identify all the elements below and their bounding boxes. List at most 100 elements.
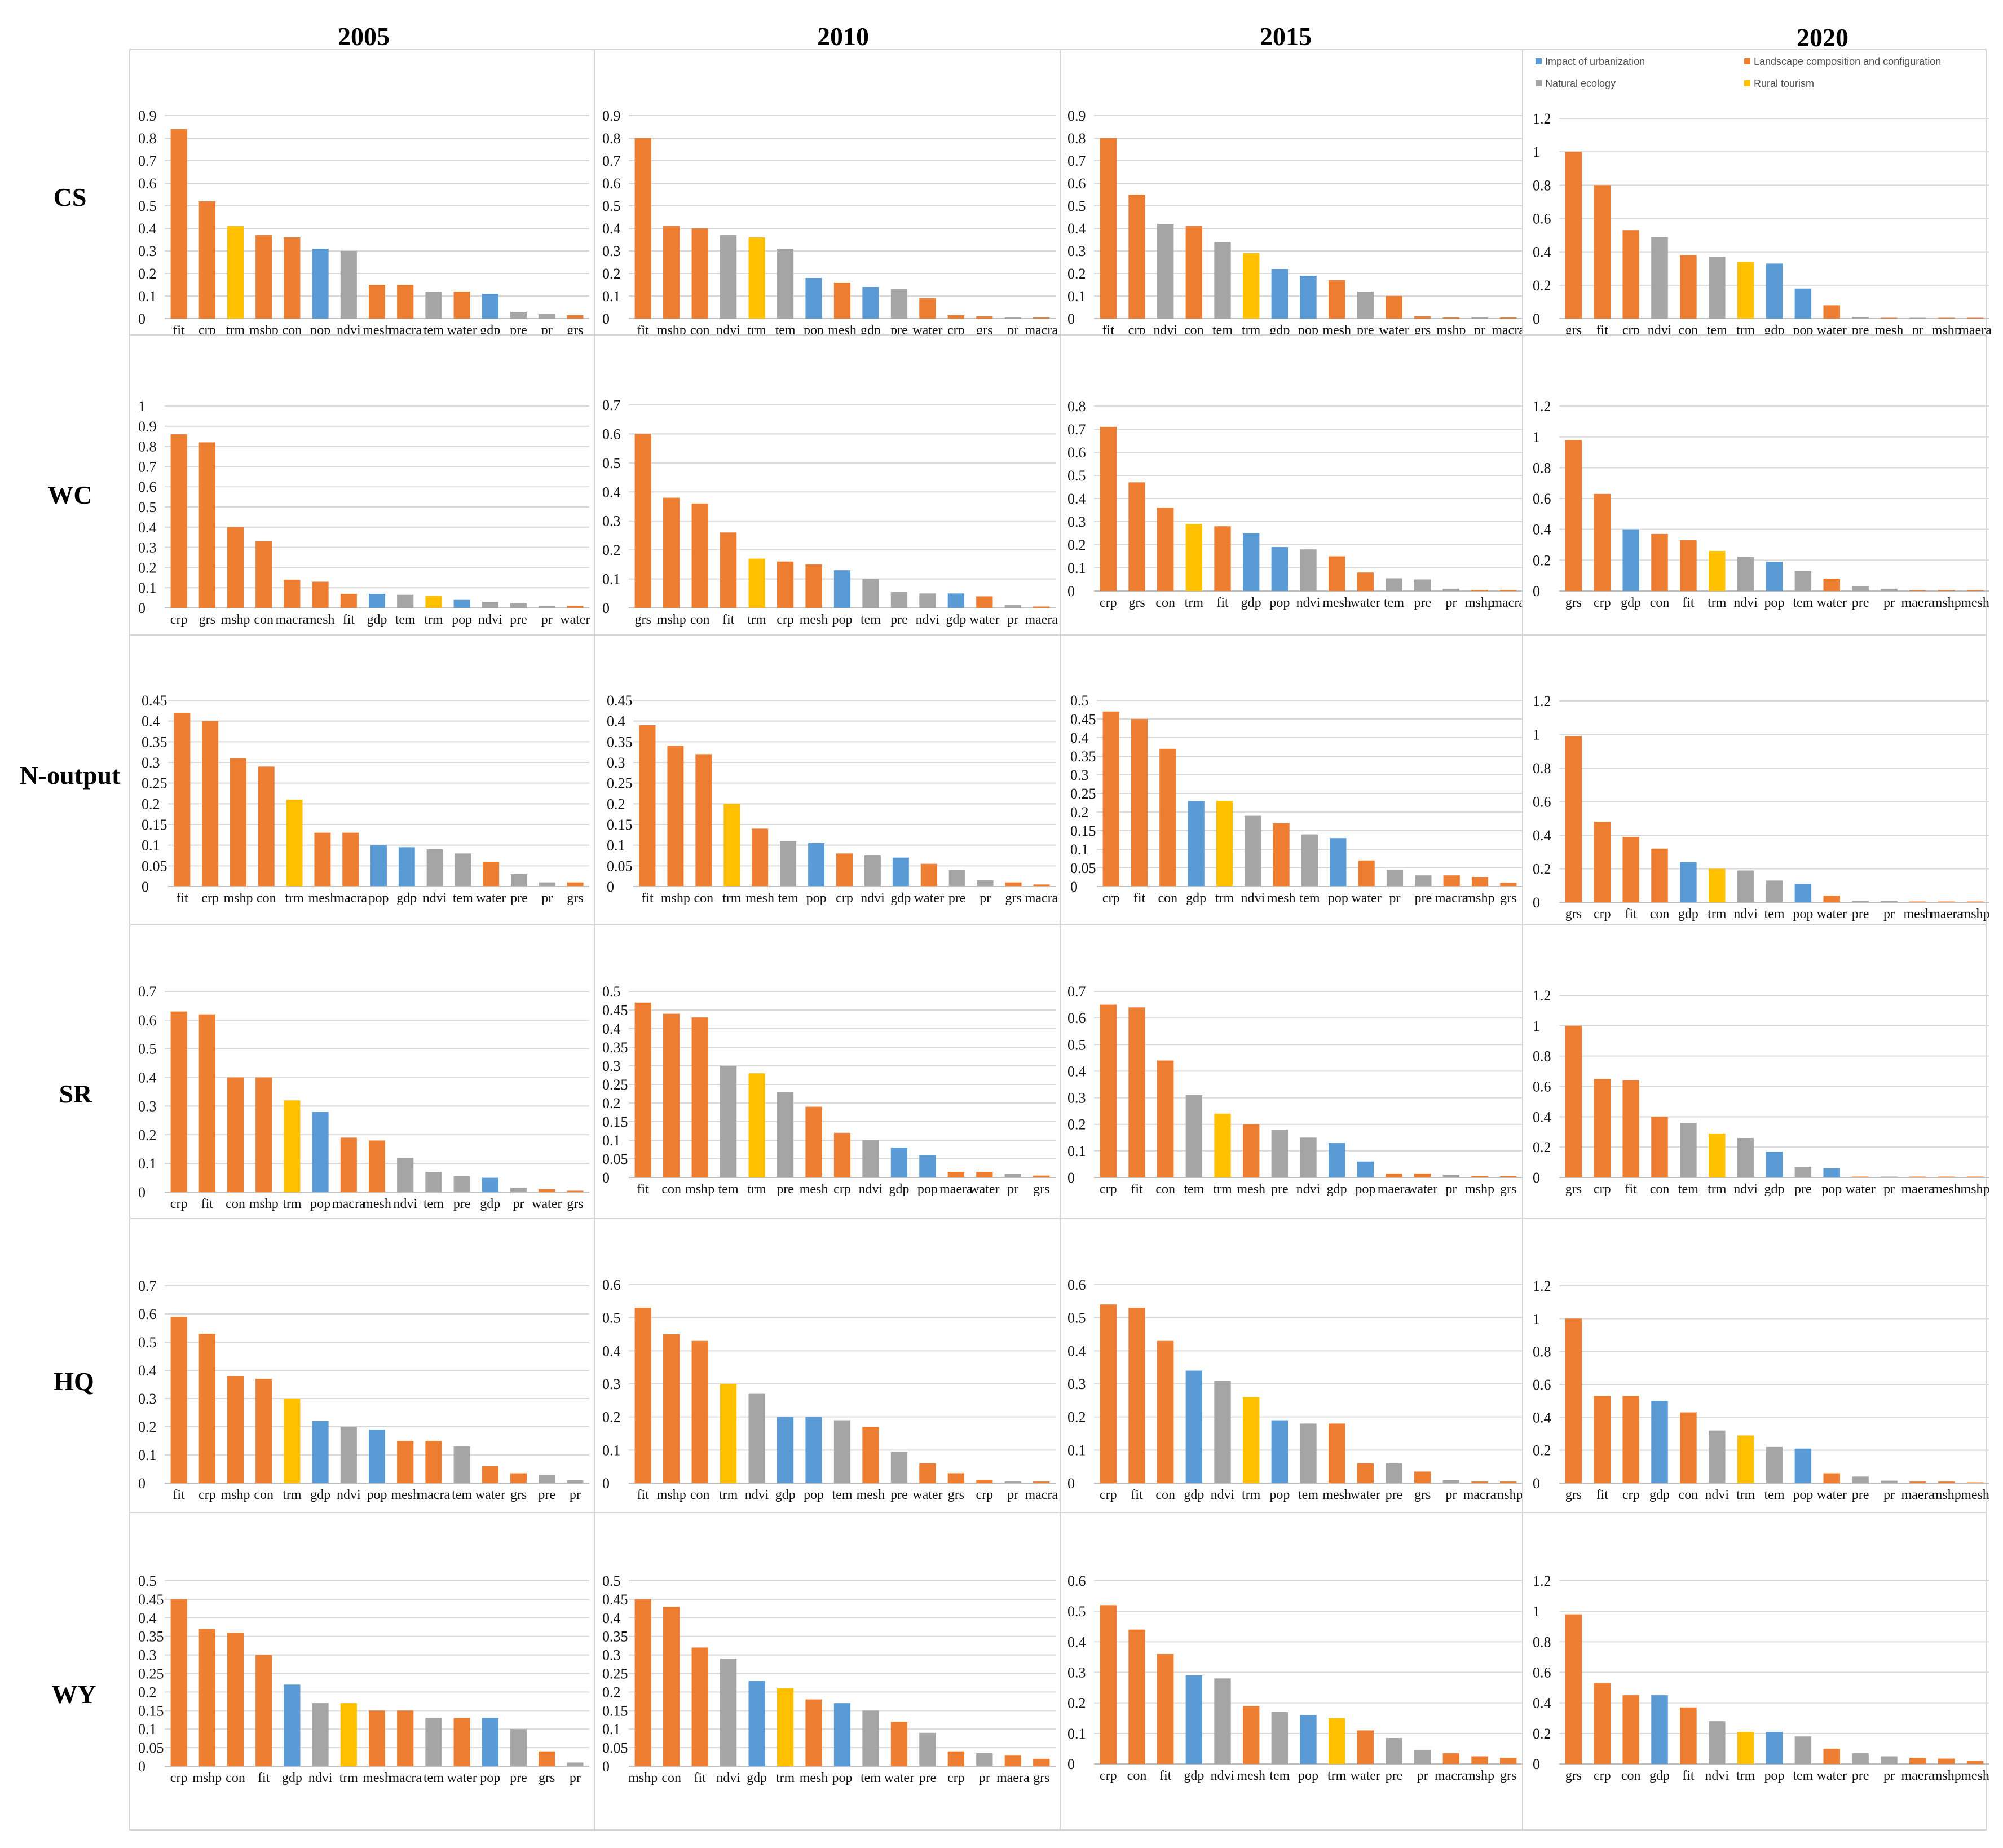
x-tick-label-wc-2020-pop: pop	[1764, 596, 1785, 610]
y-tick-label-wy-2015: 0.4	[1067, 1634, 1086, 1650]
y-tick-label-cs-2010: 0.2	[602, 266, 621, 282]
bar-cs-2015-mesh	[1328, 280, 1345, 319]
bar-sr-2005-trm	[284, 1100, 301, 1192]
bar-wy-2015-mshp	[1471, 1756, 1488, 1764]
bar-hq-2005-crp	[198, 1334, 215, 1483]
bar-wy-2020-crp	[1594, 1683, 1611, 1764]
x-tick-label-sr-2015-grs: grs	[1500, 1182, 1516, 1197]
row-header-sr: SR	[59, 1079, 93, 1108]
bar-wy-2020-mshp	[1938, 1758, 1955, 1764]
bar-wy-2010-tem	[862, 1710, 879, 1766]
x-tick-label-wc-2005-pre: pre	[510, 612, 527, 627]
bar-wc-2010-grs	[634, 434, 651, 608]
y-tick-label-wc-2005: 0.6	[138, 479, 157, 495]
x-tick-label-n-output-2015-trm: trm	[1215, 891, 1234, 906]
x-tick-label-sr-2010-pop: pop	[917, 1182, 938, 1197]
bar-sr-2010-ndvi	[862, 1140, 879, 1177]
y-tick-label-wc-2015: 0	[1067, 583, 1075, 599]
x-tick-label-hq-2010-pop: pop	[804, 1488, 824, 1502]
y-tick-label-wy-2020: 0.2	[1533, 1726, 1551, 1742]
bar-hq-2005-pre	[539, 1475, 555, 1483]
y-tick-label-n-output-2015: 0.25	[1070, 786, 1096, 802]
y-tick-label-n-output-2015: 0.05	[1070, 860, 1096, 876]
y-tick-label-wy-2020: 0.4	[1533, 1695, 1551, 1712]
x-tick-label-hq-2015-gdp: gdp	[1184, 1488, 1204, 1502]
x-tick-label-hq-2005-pre: pre	[538, 1488, 555, 1502]
x-tick-label-wc-2010-trm: trm	[747, 612, 766, 627]
x-tick-label-n-output-2010-mshp: mshp	[661, 891, 690, 906]
bar-hq-2015-water	[1357, 1463, 1374, 1483]
bar-cs-2010-grs	[976, 316, 993, 319]
x-tick-label-n-output-2010-gdp: gdp	[890, 891, 911, 906]
bar-wc-2015-pr	[1442, 588, 1460, 591]
bar-wy-2005-pop	[482, 1718, 498, 1766]
x-tick-label-sr-2010-trm: trm	[747, 1182, 766, 1197]
y-tick-label-wy-2015: 0	[1067, 1756, 1075, 1772]
bar-n-output-2005-tem	[455, 853, 471, 886]
bar-hq-2020-trm	[1737, 1435, 1754, 1483]
y-tick-label-cs-2010: 0.6	[602, 175, 621, 192]
y-tick-label-wy-2015: 0.5	[1067, 1603, 1086, 1620]
x-tick-label-n-output-2005-mshp: mshp	[223, 891, 253, 906]
bar-n-output-2020-mesh	[1909, 901, 1926, 902]
panel-frame-sr-2020	[1522, 924, 1987, 1219]
x-tick-label-wy-2015-tem: tem	[1269, 1768, 1290, 1783]
y-tick-label-hq-2005: 0.6	[138, 1306, 157, 1322]
y-tick-label-sr-2005: 0.2	[138, 1127, 157, 1143]
x-tick-label-hq-2010-pre: pre	[890, 1488, 908, 1502]
y-tick-label-sr-2015: 0.1	[1067, 1143, 1086, 1159]
y-tick-label-hq-2015: 0.3	[1067, 1376, 1086, 1392]
bar-cs-2020-crp	[1622, 230, 1639, 319]
x-tick-label-wc-2010-con: con	[690, 612, 710, 627]
chart-sr-2020: 0 0.2 0.4 0.6 0.8 1 1.2 grs crp fit con tem trm ndvi g…	[1522, 924, 1990, 1219]
x-tick-label-hq-2020-pre: pre	[1852, 1488, 1869, 1502]
bar-cs-2010-macra	[1033, 317, 1050, 319]
y-tick-label-wc-2020: 0	[1533, 583, 1540, 599]
y-tick-label-wc-2005: 0.4	[138, 519, 157, 536]
x-tick-label-hq-2010-pr: pr	[1007, 1488, 1018, 1502]
x-tick-label-wc-2020-grs: grs	[1565, 596, 1582, 610]
y-tick-label-n-output-2010: 0.05	[607, 858, 633, 874]
x-tick-label-hq-2020-mshp: mshp	[1932, 1488, 1961, 1502]
bar-wy-2005-tem	[425, 1718, 442, 1766]
bar-wc-2015-trm	[1185, 524, 1203, 591]
x-tick-label-n-output-2015-fit: fit	[1133, 891, 1146, 906]
x-tick-label-n-output-2010-ndvi: ndvi	[861, 891, 885, 906]
x-tick-label-hq-2020-fit: fit	[1596, 1488, 1609, 1502]
bar-wy-2020-gdp	[1651, 1695, 1668, 1764]
x-tick-label-wy-2010-pre: pre	[919, 1771, 937, 1785]
y-tick-label-hq-2005: 0.3	[138, 1391, 157, 1407]
y-tick-label-n-output-2020: 0.6	[1533, 794, 1551, 810]
x-tick-label-wc-2015-water: water	[1351, 596, 1380, 610]
y-tick-label-hq-2020: 0.4	[1533, 1409, 1551, 1426]
x-tick-label-wc-2015-crp: crp	[1100, 596, 1117, 610]
row-header-wc: WC	[47, 480, 92, 509]
x-tick-label-wy-2015-crp: crp	[1100, 1768, 1117, 1783]
x-tick-label-wc-2015-macra: macra	[1492, 596, 1525, 610]
x-tick-label-n-output-2010-con: con	[694, 891, 714, 906]
y-tick-label-wy-2010: 0.05	[602, 1740, 628, 1756]
x-tick-label-hq-2005-tem: tem	[452, 1488, 472, 1502]
y-tick-label-cs-2010: 0.7	[602, 153, 621, 169]
x-tick-label-n-output-2005-macra: macra	[334, 891, 367, 906]
x-tick-label-hq-2015-trm: trm	[1242, 1488, 1261, 1502]
y-tick-label-n-output-2015: 0.5	[1070, 693, 1089, 709]
x-tick-label-sr-2005-ndvi: ndvi	[393, 1197, 417, 1211]
y-tick-label-wc-2010: 0.7	[602, 397, 621, 413]
bar-n-output-2015-macra	[1443, 875, 1460, 886]
bar-wc-2010-pr	[1004, 605, 1021, 608]
chart-sr-2015: 0 0.1 0.2 0.3 0.4 0.5 0.6 0.7 crp fit con tem trm mes…	[1060, 924, 1523, 1219]
y-tick-label-wc-2010: 0.6	[602, 426, 621, 442]
bar-wy-2010-mesh	[805, 1699, 822, 1766]
y-tick-label-hq-2010: 0.2	[602, 1409, 621, 1426]
y-tick-label-wc-2015: 0.7	[1067, 421, 1086, 438]
x-tick-label-wy-2005-grs: grs	[539, 1771, 555, 1785]
x-tick-label-sr-2005-mshp: mshp	[249, 1197, 279, 1211]
x-tick-label-wy-2020-maera: maera	[1901, 1768, 1935, 1783]
y-tick-label-cs-2015: 0	[1067, 311, 1075, 327]
bar-sr-2015-mesh	[1242, 1124, 1260, 1177]
x-tick-label-wc-2015-mshp: mshp	[1465, 596, 1494, 610]
bar-hq-2015-trm	[1242, 1397, 1260, 1483]
y-tick-label-wy-2020: 1.2	[1533, 1573, 1551, 1589]
